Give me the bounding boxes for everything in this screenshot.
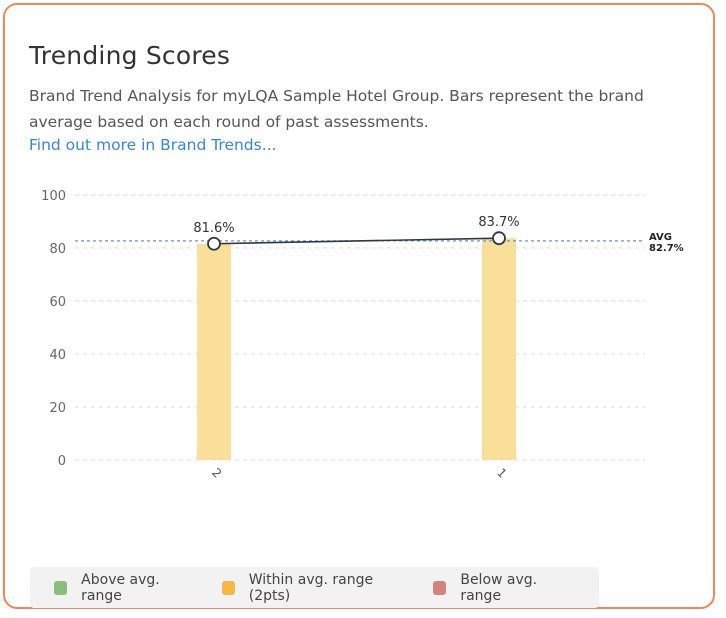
chart-legend: Above avg. range Within avg. range (2pts… xyxy=(30,567,599,608)
legend-item-above[interactable]: Above avg. range xyxy=(54,572,198,604)
x-tick-label: 2 xyxy=(209,466,224,481)
legend-swatch-below xyxy=(433,580,447,595)
legend-label-within: Within avg. range (2pts) xyxy=(248,571,374,604)
data-point xyxy=(492,231,506,246)
y-tick-label: 60 xyxy=(49,295,66,310)
trend-line xyxy=(213,237,500,245)
y-tick-label: 0 xyxy=(58,454,66,469)
y-tick-label: 40 xyxy=(49,348,66,363)
bar xyxy=(482,238,516,460)
data-point xyxy=(207,236,221,251)
brand-trends-link[interactable]: Find out more in Brand Trends... xyxy=(29,136,277,154)
y-tick-label: 20 xyxy=(49,401,66,416)
bar xyxy=(197,243,231,460)
y-tick-label: 80 xyxy=(49,242,66,257)
legend-item-below[interactable]: Below avg. range xyxy=(433,572,575,604)
average-value-label: 82.7% xyxy=(649,243,684,254)
card-description: Brand Trend Analysis for myLQA Sample Ho… xyxy=(29,87,644,131)
x-tick-label: 1 xyxy=(494,466,509,481)
legend-label-above: Above avg. range xyxy=(81,571,160,604)
data-label: 83.7% xyxy=(478,215,519,230)
trending-scores-card xyxy=(3,3,715,609)
card-title: Trending Scores xyxy=(29,41,231,70)
legend-swatch-within xyxy=(221,580,235,595)
legend-swatch-above xyxy=(54,580,68,595)
legend-item-within[interactable]: Within avg. range (2pts) xyxy=(221,571,410,604)
average-label: AVG xyxy=(649,232,672,243)
legend-label-below: Below avg. range xyxy=(460,571,538,604)
y-tick-label: 100 xyxy=(41,189,66,204)
data-label: 81.6% xyxy=(193,221,234,236)
